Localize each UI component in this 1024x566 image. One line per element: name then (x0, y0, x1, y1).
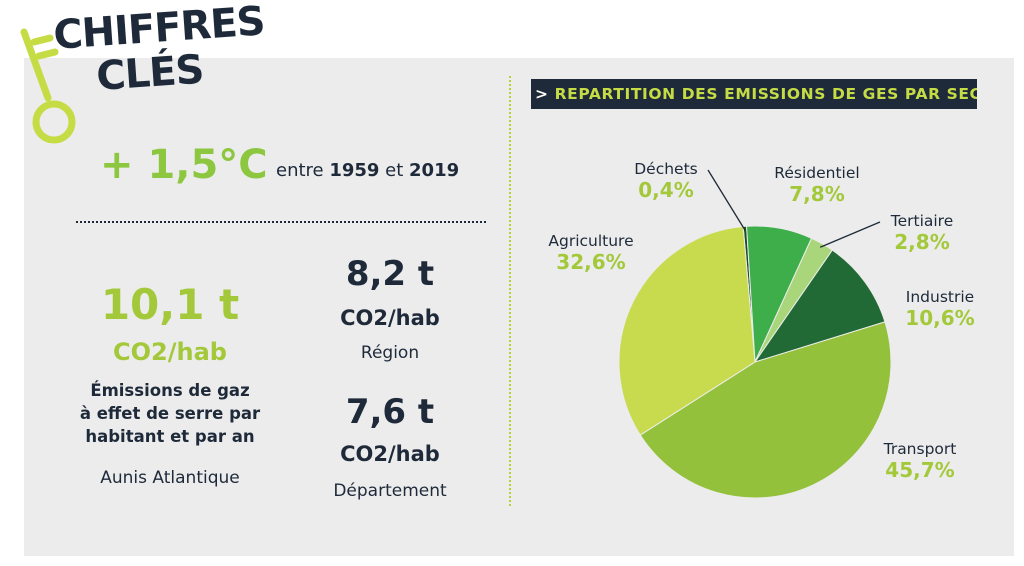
region-emissions-value: 8,2 t (345, 254, 435, 294)
period-text-before: entre (276, 160, 330, 181)
chart-title-text: REPARTITION DES EMISSIONS DE GES PAR SEC… (554, 85, 977, 103)
key-icon (20, 28, 76, 144)
slice-name: Tertiaire (890, 212, 954, 230)
slice-name: Industrie (905, 288, 975, 306)
slice-percent: 10,6% (905, 306, 975, 330)
leader-line-tertiaire (819, 221, 881, 248)
pie-slice-agriculture (618, 225, 756, 436)
chart-title-arrow: > (535, 85, 549, 103)
slice-name: Agriculture (548, 232, 634, 250)
label-residentiel: Résidentiel 7,8% (762, 164, 872, 206)
horizontal-divider (76, 221, 486, 223)
region-place: Région (360, 343, 420, 363)
local-emissions-unit: CO2/hab (113, 338, 227, 366)
period-text-middle: et (379, 160, 410, 181)
slice-percent: 45,7% (885, 458, 955, 482)
description-line: habitant et par an (85, 427, 255, 446)
slice-name: Déchets (634, 160, 698, 178)
leader-line-déchets (707, 169, 746, 231)
vertical-divider (509, 76, 511, 506)
slice-name: Résidentiel (774, 164, 860, 182)
local-place: Aunis Atlantique (100, 468, 240, 488)
description-line: Émissions de gaz (90, 381, 250, 400)
temperature-increase: + 1,5°C (100, 142, 268, 188)
label-dechets: Déchets 0,4% (616, 160, 716, 202)
region-emissions-unit: CO2/hab (340, 306, 440, 330)
slice-percent: 2,8% (894, 230, 950, 254)
label-tertiaire: Tertiaire 2,8% (872, 212, 972, 254)
department-place: Département (333, 481, 447, 501)
slice-percent: 0,4% (638, 178, 694, 202)
pie-slice-industrie (753, 249, 886, 363)
pie-slice-transport (639, 321, 892, 499)
department-emissions-unit: CO2/hab (340, 442, 440, 466)
chart-title: > REPARTITION DES EMISSIONS DE GES PAR SE… (531, 79, 977, 109)
temperature-period: entre 1959 et 2019 (276, 160, 459, 181)
period-year-start: 1959 (329, 160, 380, 181)
label-agriculture: Agriculture 32,6% (536, 232, 646, 274)
slice-name: Transport (883, 440, 957, 458)
description-line: à effet de serre par (79, 404, 261, 423)
slice-percent: 32,6% (556, 250, 626, 274)
period-year-end: 2019 (409, 160, 460, 181)
local-emissions-value: 10,1 t (100, 280, 240, 329)
label-industrie: Industrie 10,6% (890, 288, 990, 330)
local-emissions-description: Émissions de gaz à effet de serre par ha… (60, 379, 280, 448)
slice-percent: 7,8% (789, 182, 845, 206)
department-emissions-value: 7,6 t (345, 392, 435, 432)
label-transport: Transport 45,7% (870, 440, 970, 482)
